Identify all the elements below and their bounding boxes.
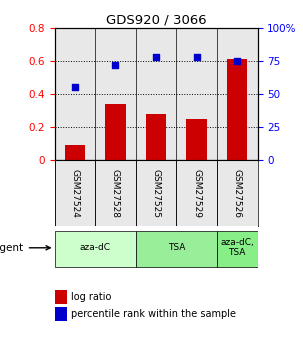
FancyBboxPatch shape <box>217 231 258 267</box>
Text: agent: agent <box>0 243 50 253</box>
Point <box>72 85 77 90</box>
Text: TSA: TSA <box>168 243 185 252</box>
Text: aza-dC: aza-dC <box>80 243 111 252</box>
Text: percentile rank within the sample: percentile rank within the sample <box>71 309 236 319</box>
Title: GDS920 / 3066: GDS920 / 3066 <box>106 13 206 27</box>
FancyBboxPatch shape <box>55 231 136 267</box>
Point <box>235 58 240 63</box>
Bar <box>227 59 247 160</box>
Point <box>194 55 199 60</box>
Text: GSM27525: GSM27525 <box>152 169 161 218</box>
Bar <box>65 145 85 160</box>
Text: aza-dC,
TSA: aza-dC, TSA <box>220 238 254 257</box>
Point <box>154 55 158 60</box>
Bar <box>146 114 166 160</box>
Bar <box>105 104 125 160</box>
Text: GSM27524: GSM27524 <box>70 169 79 218</box>
Text: GSM27529: GSM27529 <box>192 169 201 218</box>
Point <box>113 62 118 68</box>
Text: GSM27528: GSM27528 <box>111 169 120 218</box>
Text: GSM27526: GSM27526 <box>233 169 242 218</box>
Bar <box>186 119 207 160</box>
Text: log ratio: log ratio <box>71 292 112 302</box>
FancyBboxPatch shape <box>136 231 217 267</box>
